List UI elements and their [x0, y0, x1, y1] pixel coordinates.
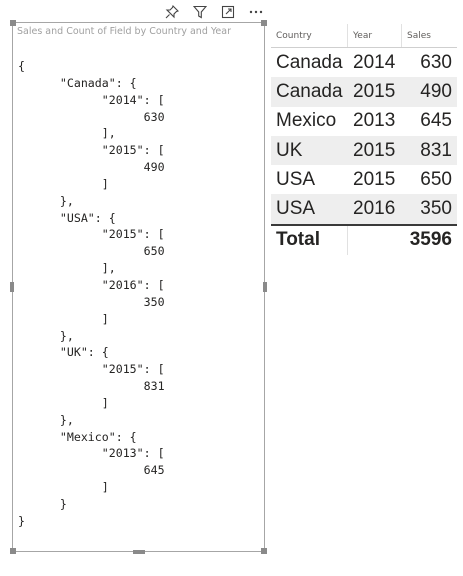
column-header-sales[interactable]: Sales: [407, 31, 431, 41]
column-header-country[interactable]: Country: [271, 24, 348, 47]
total-label: Total: [271, 225, 348, 255]
table-row: Canada 2015 490: [271, 77, 457, 107]
resize-handle-top-right[interactable]: [261, 20, 267, 26]
resize-handle-top-left[interactable]: [10, 20, 16, 26]
table-row: USA 2016 350: [271, 194, 457, 224]
cell-country: USA: [276, 168, 316, 190]
filter-icon[interactable]: [186, 2, 214, 22]
visual-title: Sales and Count of Field by Country and …: [17, 26, 231, 37]
table-visual[interactable]: Country Year Sales Canada 2014 630 Canad…: [271, 24, 457, 255]
cell-year: 2015: [353, 168, 396, 190]
cell-country: USA: [276, 198, 316, 220]
cell-sales: 645: [420, 110, 452, 132]
cell-country: Mexico: [276, 110, 337, 132]
custom-visual-json[interactable]: Sales and Count of Field by Country and …: [10, 20, 267, 554]
table-total-row: Total 3596: [271, 223, 457, 255]
more-options-icon[interactable]: [242, 2, 270, 22]
table-header: Country Year Sales: [271, 24, 457, 48]
table-row: Mexico 2013 645: [271, 107, 457, 136]
cell-year: 2013: [353, 110, 396, 132]
cell-sales: 630: [420, 51, 452, 73]
column-header-year[interactable]: Year: [348, 24, 402, 47]
pin-icon[interactable]: [158, 2, 186, 22]
focus-mode-icon[interactable]: [214, 2, 242, 22]
resize-handle-bottom[interactable]: [133, 550, 145, 554]
cell-sales: 831: [420, 139, 452, 161]
cell-sales: 350: [420, 198, 452, 220]
table-row: UK 2015 831: [271, 135, 457, 166]
visual-header-toolbar: [158, 2, 270, 22]
cell-country: Canada: [276, 51, 343, 73]
cell-year: 2015: [353, 80, 396, 102]
resize-handle-bottom-right[interactable]: [261, 548, 267, 554]
total-sales-value: 3596: [409, 229, 452, 251]
cell-year: 2016: [353, 198, 396, 220]
resize-handle-bottom-left[interactable]: [10, 548, 16, 554]
json-output: { "Canada": { "2014": [ 630 ], "2015": […: [18, 59, 165, 528]
cell-year: 2015: [353, 139, 396, 161]
cell-country: UK: [276, 139, 303, 161]
cell-year: 2014: [353, 51, 396, 73]
table-row: USA 2015 650: [271, 165, 457, 194]
cell-country: Canada: [276, 80, 343, 102]
cell-sales: 650: [420, 168, 452, 190]
table-row: Canada 2014 630: [271, 48, 457, 77]
resize-handle-right[interactable]: [263, 282, 267, 292]
cell-sales: 490: [420, 80, 452, 102]
resize-handle-left[interactable]: [10, 282, 14, 292]
